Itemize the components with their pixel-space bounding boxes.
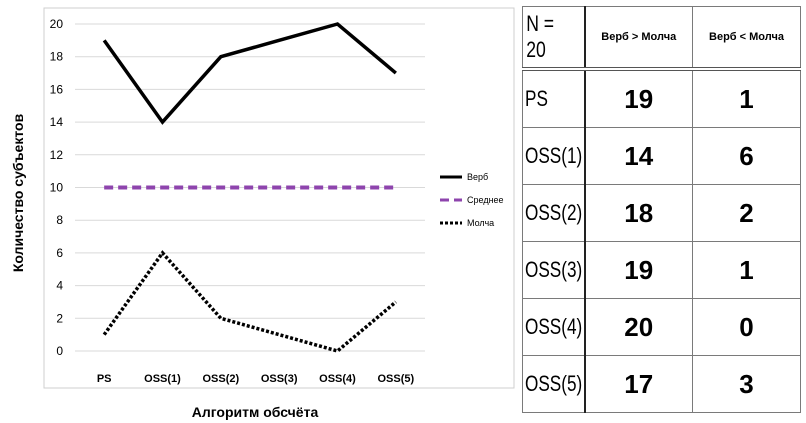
n-label: N = 20 <box>522 6 586 71</box>
header-verb-gt-silent: Верб > Молча <box>584 6 693 71</box>
cell-verb-gt: 17 <box>584 355 693 413</box>
y-tick-label: 6 <box>56 246 63 260</box>
series-line <box>102 22 397 125</box>
x-tick-label: OSS(3) <box>261 373 298 385</box>
y-tick-label: 0 <box>56 344 63 358</box>
x-tick-label: OSS(4) <box>319 373 356 385</box>
plot-frame <box>43 7 515 389</box>
y-tick-label: 10 <box>50 181 64 195</box>
series-lines <box>102 22 397 353</box>
cell-verb-lt: 1 <box>692 68 801 128</box>
y-tick-label: 12 <box>50 148 64 162</box>
y-tick-label: 8 <box>56 213 63 227</box>
y-tick-label: 14 <box>50 115 64 129</box>
y-tick-label: 16 <box>50 82 64 96</box>
table-row: OSS(1) 14 6 <box>522 127 801 185</box>
cell-verb-gt: 20 <box>584 298 693 356</box>
x-tick-label: OSS(5) <box>377 373 414 385</box>
x-axis-title: Алгоритм обсчёта <box>192 404 319 420</box>
x-tick-label: OSS(2) <box>202 373 239 385</box>
cell-verb-gt: 19 <box>584 68 693 128</box>
cell-verb-lt: 1 <box>692 241 801 299</box>
row-label: OSS(1) <box>522 127 586 185</box>
legend-label: Среднее <box>467 195 504 205</box>
y-axis-title: Количество субъектов <box>10 113 26 272</box>
x-tick-labels: PS OSS(1) OSS(2) OSS(3) OSS(4) OSS(5) <box>97 373 415 385</box>
cell-verb-lt: 6 <box>692 127 801 185</box>
row-label: OSS(3) <box>522 241 586 299</box>
row-label: PS <box>522 68 586 128</box>
cell-verb-lt: 0 <box>692 298 801 356</box>
x-tick-label: OSS(1) <box>144 373 181 385</box>
results-table: N = 20 Верб > Молча Верб < Молча PS 19 1… <box>522 6 801 413</box>
header-verb-lt-silent: Верб < Молча <box>692 6 801 71</box>
row-label: OSS(4) <box>522 298 586 356</box>
y-tick-label: 4 <box>56 279 63 293</box>
table-header-row: N = 20 Верб > Молча Верб < Молча <box>522 6 801 71</box>
legend: Верб Среднее Молча <box>440 172 504 228</box>
y-tick-label: 18 <box>50 50 64 64</box>
table-row: OSS(2) 18 2 <box>522 184 801 242</box>
x-tick-label: PS <box>97 373 112 385</box>
y-tick-label: 2 <box>56 311 63 325</box>
cell-verb-lt: 3 <box>692 355 801 413</box>
line-chart: 0 2 4 6 8 10 12 14 16 18 20 PS OSS(1) OSS(2) OSS(3) OS… <box>10 7 515 420</box>
legend-label: Верб <box>467 172 488 182</box>
cell-verb-gt: 19 <box>584 241 693 299</box>
row-label: OSS(5) <box>522 355 586 413</box>
row-label: OSS(2) <box>522 184 586 242</box>
cell-verb-gt: 14 <box>584 127 693 185</box>
legend-label: Молча <box>467 218 494 228</box>
cell-verb-lt: 2 <box>692 184 801 242</box>
y-tick-label: 20 <box>50 17 64 31</box>
cell-verb-gt: 18 <box>584 184 693 242</box>
table-row: OSS(3) 19 1 <box>522 241 801 299</box>
table-row: PS 19 1 <box>522 68 801 128</box>
table-row: OSS(4) 20 0 <box>522 298 801 356</box>
table-row: OSS(5) 17 3 <box>522 355 801 413</box>
y-tick-labels: 0 2 4 6 8 10 12 14 16 18 20 <box>50 17 64 358</box>
series-line <box>102 250 397 353</box>
